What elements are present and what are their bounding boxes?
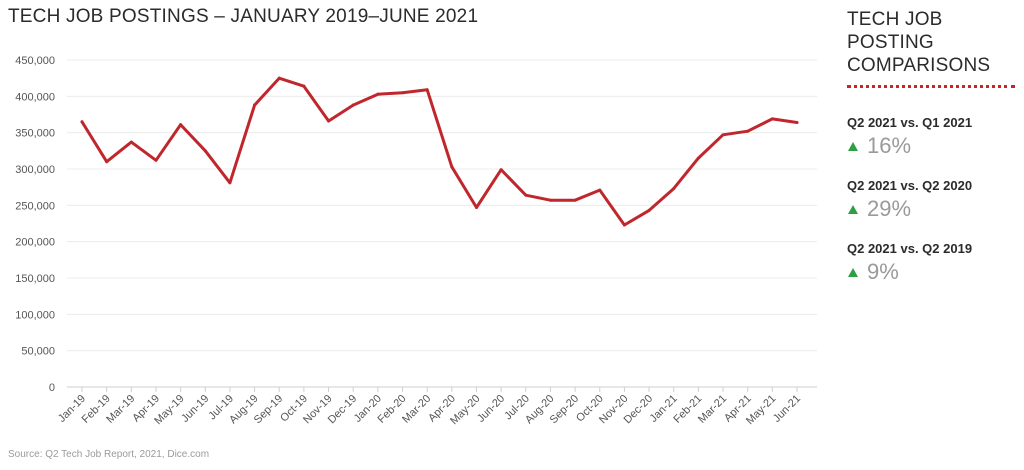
data-point xyxy=(154,158,158,162)
data-point xyxy=(129,140,133,144)
y-tick-label: 350,000 xyxy=(15,128,55,140)
comparison-panel: TECH JOB POSTING COMPARISONS Q2 2021 vs.… xyxy=(847,8,1017,285)
y-axis-ticks: 0 50,000 100,000 150,000 200,000 250,000 300,0… xyxy=(15,55,55,394)
data-point xyxy=(499,168,503,172)
data-point xyxy=(573,198,577,202)
data-point xyxy=(598,188,602,192)
comparison-value: 9% xyxy=(847,259,1017,285)
comparison-panel-title: TECH JOB POSTING COMPARISONS xyxy=(847,8,1017,77)
up-triangle-icon xyxy=(848,141,858,151)
comparison-title-line-2: COMPARISONS xyxy=(847,55,991,76)
x-tick-label: Jun-20 xyxy=(475,393,507,425)
data-point xyxy=(622,223,626,227)
data-point xyxy=(351,103,355,107)
chart-title: TECH JOB POSTINGS – JANUARY 2019–JUNE 20… xyxy=(8,6,479,27)
comparison-percent: 9% xyxy=(867,259,899,284)
data-point xyxy=(795,120,799,124)
data-point xyxy=(770,117,774,121)
data-point xyxy=(376,92,380,96)
x-axis-ticks: Jan-19Feb-19Mar-19Apr-19May-19Jun-19Jul-… xyxy=(56,387,803,427)
comparison-label: Q2 2021 vs. Q1 2021 xyxy=(847,115,973,130)
x-tick-label: Jun-19 xyxy=(179,393,211,425)
comparison-item: Q2 2021 vs. Q2 2020 29% xyxy=(847,178,1017,222)
y-tick-label: 450,000 xyxy=(15,55,55,67)
data-point xyxy=(474,206,478,210)
comparison-percent: 16% xyxy=(867,133,912,158)
line-chart: 0 50,000 100,000 150,000 200,000 250,000 300,0… xyxy=(15,55,817,427)
data-point xyxy=(80,120,84,124)
data-point xyxy=(302,84,306,88)
y-tick-label: 400,000 xyxy=(15,91,55,103)
data-point xyxy=(548,198,552,202)
gridlines xyxy=(67,59,817,352)
data-point xyxy=(277,76,281,80)
x-tick-label: Mar-19 xyxy=(104,393,137,426)
data-point xyxy=(450,165,454,169)
data-point xyxy=(327,119,331,123)
comparison-value: 16% xyxy=(847,133,1017,159)
source-note: Source: Q2 Tech Job Report, 2021, Dice.c… xyxy=(8,449,210,460)
comparison-label: Q2 2021 vs. Q2 2019 xyxy=(847,241,973,256)
y-tick-label: 100,000 xyxy=(15,309,55,321)
comparison-label: Q2 2021 vs. Q2 2020 xyxy=(847,178,973,193)
data-point xyxy=(672,187,676,191)
y-tick-label: 0 xyxy=(49,382,55,394)
comparison-item: Q2 2021 vs. Q2 2019 9% xyxy=(847,241,1017,285)
x-tick-label: Jun-21 xyxy=(771,393,803,425)
data-point xyxy=(253,103,257,107)
data-point xyxy=(746,129,750,133)
data-point xyxy=(647,208,651,212)
comparison-value: 29% xyxy=(847,196,1017,222)
data-points xyxy=(80,76,799,227)
data-point xyxy=(425,88,429,92)
y-tick-label: 250,000 xyxy=(15,200,55,212)
data-point xyxy=(228,181,232,185)
comparison-percent: 29% xyxy=(867,196,912,221)
dotted-divider xyxy=(847,85,1015,88)
data-point xyxy=(721,133,725,137)
comparison-item: Q2 2021 vs. Q1 2021 16% xyxy=(847,115,1017,159)
up-triangle-icon xyxy=(848,204,858,214)
data-point xyxy=(179,123,183,127)
y-tick-label: 150,000 xyxy=(15,273,55,285)
data-point xyxy=(696,156,700,160)
up-triangle-icon xyxy=(848,267,858,277)
series-line-tech-job-postings xyxy=(80,76,799,227)
comparison-title-line-1: TECH JOB POSTING xyxy=(847,9,943,53)
x-tick-label: Mar-21 xyxy=(696,393,729,426)
y-tick-label: 50,000 xyxy=(21,346,55,358)
data-point xyxy=(401,91,405,95)
y-tick-label: 300,000 xyxy=(15,164,55,176)
data-point xyxy=(524,193,528,197)
data-point xyxy=(105,160,109,164)
data-point xyxy=(203,149,207,153)
y-tick-label: 200,000 xyxy=(15,237,55,249)
